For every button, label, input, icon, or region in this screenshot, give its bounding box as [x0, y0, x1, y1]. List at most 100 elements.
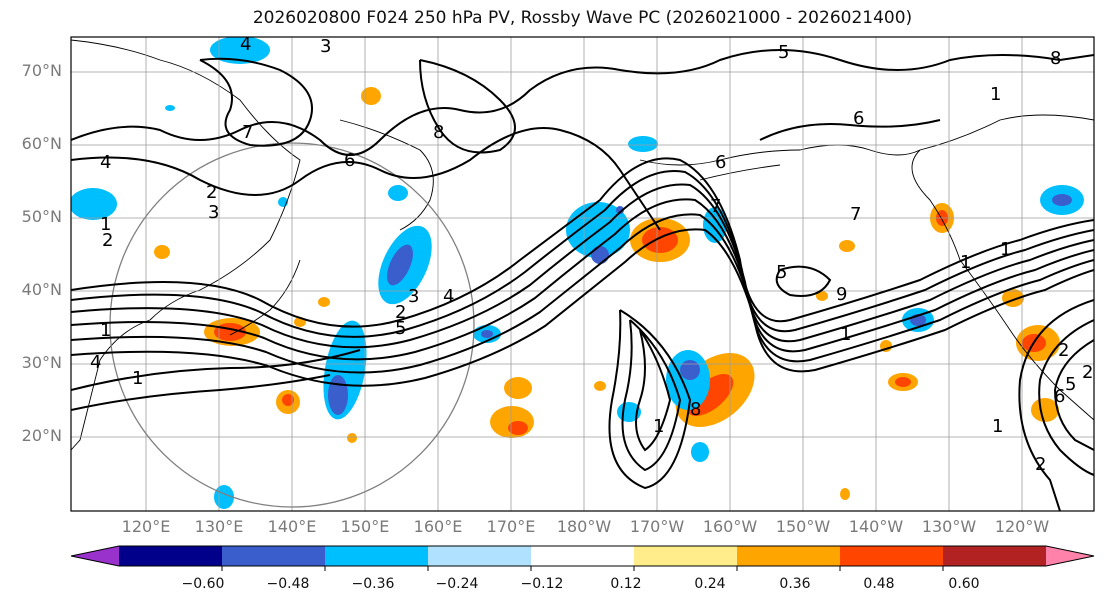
map-title: 2026020800 F024 250 hPa PV, Rossby Wave … — [252, 8, 913, 28]
contour-label: 5 — [776, 262, 787, 283]
colorbar-segment — [325, 546, 429, 566]
pv-anomaly-shade — [642, 227, 678, 253]
pv-contour — [621, 319, 682, 472]
coastline-aleutians — [699, 164, 781, 181]
pv-anomaly-shade — [840, 488, 850, 500]
lon-label-140w: 140°W — [848, 517, 904, 536]
pv-contour — [71, 374, 331, 411]
pv-anomaly-shade — [388, 185, 408, 201]
pv-contour — [1038, 319, 1094, 476]
contour-label: 6 — [344, 150, 355, 171]
colorbar-tick-label: 0.48 — [863, 576, 895, 592]
pv-contour — [71, 49, 1094, 156]
contour-label: 1 — [992, 416, 1003, 437]
map-frame-bg — [71, 37, 1094, 511]
pv-contour — [71, 170, 1094, 338]
colorbar-segment — [222, 546, 326, 566]
pv-contour — [199, 57, 313, 147]
colorbar-tick-label: −0.12 — [520, 576, 564, 592]
pv-anomaly-shade — [71, 188, 117, 220]
contour-label: 1 — [132, 368, 143, 389]
contour-label: 1 — [1000, 239, 1011, 260]
contour-label: 2 — [102, 230, 113, 251]
pv-anomaly-shade — [816, 291, 828, 301]
lon-label-140e: 140°E — [267, 517, 317, 536]
pv-anomaly-shade — [387, 244, 413, 286]
lon-label-170w: 170°W — [629, 517, 685, 536]
coastline-alaska — [639, 144, 921, 166]
pv-anomaly-shade — [328, 375, 348, 415]
lat-label-40n: 40°N — [21, 280, 62, 299]
contour-label: 7 — [242, 122, 253, 143]
colorbar-tick-label: −0.36 — [351, 576, 395, 592]
contour-label: 2 — [1058, 340, 1069, 361]
contour-label: 2 — [1035, 454, 1046, 475]
pv-anomaly-shade — [210, 37, 270, 64]
pv-anomaly-shade — [895, 377, 911, 387]
pv-contour — [71, 349, 361, 391]
pv-contour — [71, 198, 1094, 361]
colorbar-segment — [531, 546, 635, 566]
pv-anomaly-shade — [680, 360, 700, 380]
contour-label: 4 — [100, 152, 111, 173]
lat-label-50n: 50°N — [21, 207, 62, 226]
contour-label: 7 — [850, 204, 861, 225]
contour-label: 6 — [715, 152, 726, 173]
contour-label: 4 — [90, 352, 101, 373]
colorbar-segment — [840, 546, 944, 566]
lon-label-120e: 120°E — [121, 517, 171, 536]
pv-contour — [71, 157, 1094, 328]
colorbar-extend-min — [71, 546, 119, 566]
coastline-asia — [71, 39, 301, 451]
contour-label: 4 — [240, 34, 251, 55]
colorbar-segment — [428, 546, 532, 566]
coastline-kamchatka — [339, 119, 434, 231]
contour-label: 6 — [853, 108, 864, 129]
pv-anomaly-shade — [165, 105, 175, 111]
contour-label: 1 — [990, 84, 1001, 105]
contour-label: 1 — [100, 214, 111, 235]
pv-anomaly-shade — [666, 350, 710, 410]
contour-label: 3 — [408, 286, 419, 307]
colorbar-segment — [634, 546, 738, 566]
lon-label-160e: 160°E — [413, 517, 463, 536]
lon-label-170e: 170°E — [486, 517, 536, 536]
pv-contour — [419, 59, 516, 154]
contour-label: 1 — [100, 320, 111, 341]
pv-anomaly-shade — [591, 246, 609, 264]
pv-contour — [775, 265, 832, 297]
contour-label: 8 — [433, 122, 444, 143]
lon-label-180w: 180°W — [556, 517, 612, 536]
contour-label: 1 — [653, 416, 664, 437]
colorbar-tick-label: 0.12 — [610, 576, 642, 592]
graticule — [71, 37, 1094, 511]
contour-label: 2 — [395, 302, 406, 323]
contour-label: 8 — [690, 399, 701, 420]
pv-contours — [71, 49, 1094, 511]
pv-contour — [71, 228, 1094, 387]
contour-label: 7 — [710, 196, 721, 217]
pv-contour — [71, 127, 661, 231]
pv-anomaly-shade — [1052, 194, 1072, 206]
pv-contour — [635, 329, 672, 452]
coastlines — [71, 39, 1094, 451]
contour-label: 3 — [208, 202, 219, 223]
contour-label: 9 — [836, 284, 847, 305]
pv-anomaly-shade — [616, 206, 624, 214]
pv-contour — [1053, 339, 1094, 451]
contour-label: 2 — [1082, 362, 1093, 383]
contour-label: 1 — [960, 252, 971, 273]
pv-anomaly-shade — [691, 442, 709, 462]
coastline-northamerica — [911, 114, 1094, 421]
contour-label: 5 — [778, 42, 789, 63]
contour-label: 3 — [320, 36, 331, 57]
lat-label-30n: 30°N — [21, 353, 62, 372]
colorbar — [70, 545, 1095, 571]
colorbar-tick-label: −0.60 — [181, 576, 225, 592]
lat-label-60n: 60°N — [21, 134, 62, 153]
pv-anomaly-shade — [594, 381, 606, 391]
colorbar-extend-max — [1046, 546, 1094, 566]
pv-anomaly-shade — [508, 421, 528, 435]
contour-labels: 4 3 5 8 1 6 7 8 6 4 2 3 1 2 1 4 1 4 3 2 … — [90, 34, 1093, 475]
